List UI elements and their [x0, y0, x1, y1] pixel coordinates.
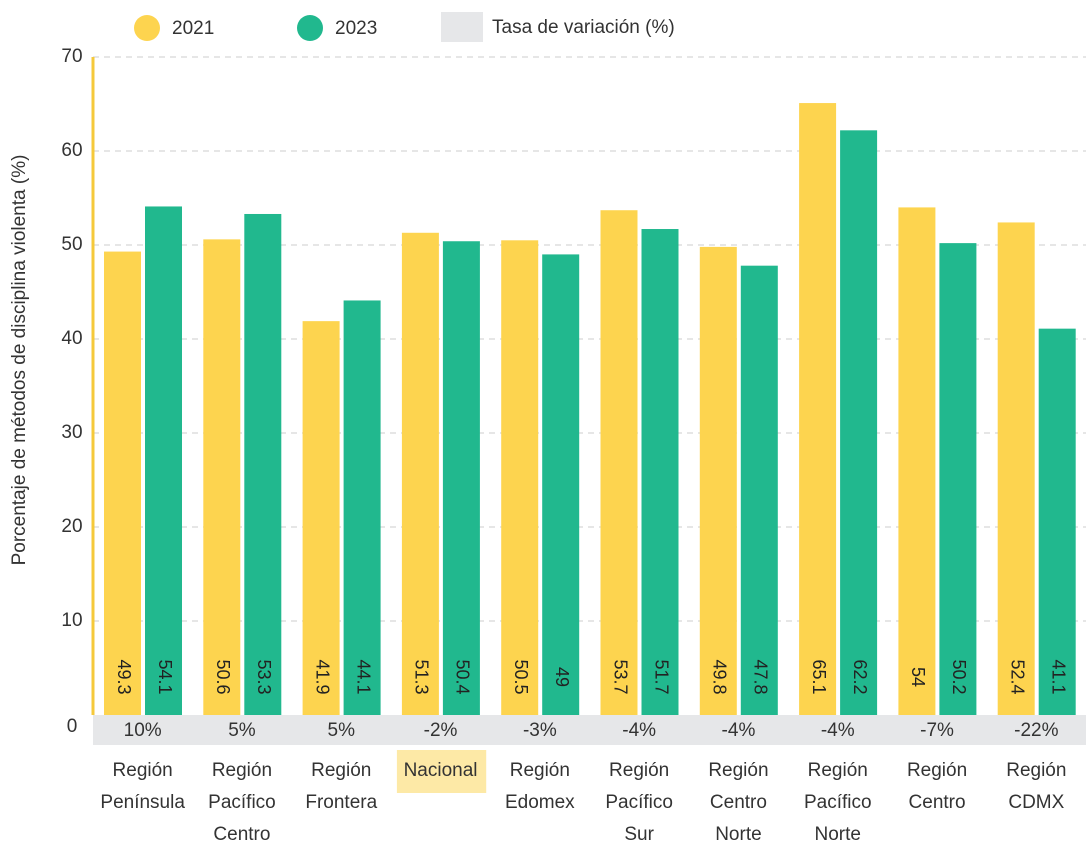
data-label: 62.2 [850, 659, 870, 694]
data-label: 47.8 [751, 659, 771, 694]
bar [401, 232, 439, 715]
x-tick-label: Región Península [100, 760, 185, 813]
data-label: 54 [908, 667, 928, 687]
variation-label: -7% [920, 720, 954, 741]
bar [302, 321, 340, 715]
data-label: 53.3 [254, 659, 274, 694]
bar [244, 213, 282, 716]
x-tick-label: Región Pacífico Sur [605, 760, 673, 845]
data-label: 65.1 [809, 659, 829, 694]
data-label: 41.1 [1048, 659, 1068, 694]
bar [542, 254, 580, 715]
y-tick-label: 0 [67, 716, 78, 737]
bar [600, 210, 638, 715]
legend-swatch [134, 15, 160, 41]
x-tick-label: Región Frontera [305, 760, 377, 813]
bar [442, 241, 480, 716]
data-label: 49.8 [710, 659, 730, 694]
variation-label: -2% [424, 720, 458, 741]
data-label: 50.6 [213, 659, 233, 694]
y-tick-label: 50 [61, 234, 82, 255]
y-tick-label: 60 [61, 140, 82, 161]
data-label: 52.4 [1007, 659, 1027, 694]
y-tick-label: 30 [61, 422, 82, 443]
bar [799, 103, 837, 715]
bar [898, 207, 936, 715]
data-label: 44.1 [353, 659, 373, 694]
data-label: 49 [552, 667, 572, 687]
category-highlight [396, 750, 487, 793]
data-label: 49.3 [114, 659, 134, 694]
bar [740, 265, 778, 715]
data-label: 41.9 [312, 659, 332, 694]
variation-label: -22% [1014, 720, 1058, 741]
variation-label: 5% [328, 720, 356, 741]
bar [343, 300, 381, 715]
data-label: 51.7 [651, 659, 671, 694]
variation-label: -4% [622, 720, 656, 741]
x-tick-label: Región Pacífico Norte [804, 760, 872, 845]
variation-label: -4% [821, 720, 855, 741]
data-label: 50.4 [453, 659, 473, 694]
bar [1038, 328, 1076, 715]
legend-label: Tasa de variación (%) [492, 17, 675, 38]
bar [699, 246, 737, 715]
x-tick-label: Región Centro [907, 760, 967, 813]
x-tick-label: Región Pacífico Centro [208, 760, 276, 845]
legend-label: 2023 [335, 18, 377, 39]
x-tick-label: Región Centro Norte [708, 760, 768, 845]
variation-label: -3% [523, 720, 557, 741]
data-label: 50.2 [949, 659, 969, 694]
bar [145, 206, 182, 715]
y-tick-label: 20 [61, 516, 82, 537]
data-label: 51.3 [412, 659, 432, 694]
y-axis-title: Porcentaje de métodos de disciplina viol… [9, 155, 30, 566]
bar [939, 243, 977, 715]
legend-swatch [441, 12, 483, 42]
variation-label: -4% [722, 720, 756, 741]
y-tick-label: 40 [61, 328, 82, 349]
bar [104, 251, 141, 715]
y-tick-label: 10 [61, 610, 82, 631]
legend-label: 2021 [172, 18, 214, 39]
x-tick-label: Nacional [404, 760, 478, 781]
data-label: 53.7 [610, 659, 630, 694]
y-tick-label: 70 [61, 46, 82, 67]
data-label: 50.5 [511, 659, 531, 694]
bar [641, 229, 679, 715]
bar [997, 222, 1035, 715]
variation-label: 5% [228, 720, 256, 741]
x-tick-label: Región Edomex [505, 760, 575, 813]
variation-label: 10% [124, 720, 162, 741]
variation-band [93, 715, 1086, 745]
x-tick-label: Región CDMX [1006, 760, 1066, 813]
bar [501, 240, 539, 716]
bar [840, 130, 878, 715]
data-label: 54.1 [155, 659, 175, 694]
legend-swatch [297, 15, 323, 41]
bar [203, 239, 241, 716]
